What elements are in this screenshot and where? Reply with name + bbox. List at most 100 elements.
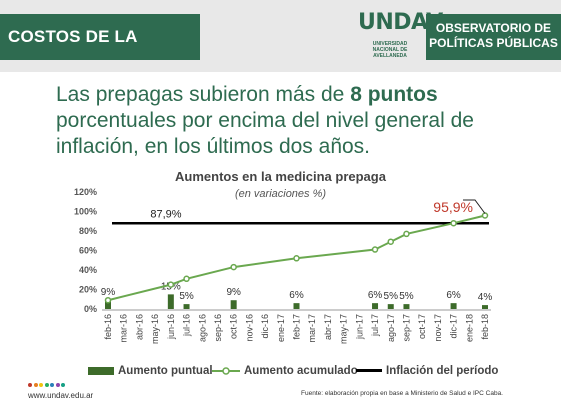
bar: [230, 300, 237, 309]
cumulative-point: [450, 219, 457, 227]
footer-url[interactable]: www.undav.edu.ar: [28, 391, 94, 400]
bar-value-label: 6%: [289, 290, 304, 301]
header: COSTOS DE LA SALUD UNDAV UNIVERSIDAD NAC…: [0, 0, 561, 92]
x-tick-label: jun-17: [354, 314, 364, 340]
footer-color-dots: [28, 383, 68, 387]
x-tick-label: may-16: [150, 314, 160, 344]
x-tick-label: abr-17: [323, 314, 333, 340]
cumulative-point: [183, 275, 190, 283]
cumulative-point: [387, 238, 394, 245]
chart-subtitle: (en variaciones %): [234, 188, 327, 200]
y-tick-label: 40%: [79, 265, 97, 275]
x-tick-label: dic-16: [260, 314, 270, 339]
bar: [293, 303, 300, 309]
y-tick-label: 0%: [84, 304, 97, 314]
legend-item-bar: Aumento puntual: [88, 362, 213, 380]
bar: [183, 304, 190, 309]
footer-dot: [39, 383, 43, 387]
bar-value-label: 4%: [478, 292, 493, 303]
bar: [482, 305, 488, 309]
cumulative-line: [107, 214, 486, 302]
x-tick-label: mar-16: [119, 314, 129, 343]
footer-dot: [33, 383, 38, 387]
bar: [387, 304, 394, 309]
footer-dot: [50, 383, 54, 387]
x-tick-label: jul-16: [182, 314, 192, 337]
x-tick-label: dic-17: [449, 314, 459, 339]
x-tick-label: feb-18: [480, 314, 490, 340]
footer-source: Fuente: elaboración propia en base a Min…: [301, 390, 503, 397]
y-tick-label: 120%: [74, 187, 97, 197]
bar: [105, 300, 111, 309]
x-tick-label: may-17: [339, 314, 349, 344]
x-tick-label: jul-17: [370, 314, 380, 337]
bar: [167, 294, 174, 309]
legend-hline-swatch: [356, 369, 382, 373]
bar-value-label: 6%: [368, 290, 383, 301]
observatory-line-2: POLÍTICAS PÚBLICAS: [429, 36, 558, 50]
chart-title: Aumentos en la medicina prepaga: [175, 169, 386, 184]
cumulative-point: [481, 212, 489, 219]
headline-bold: 8 puntos: [350, 83, 438, 106]
x-tick-label: oct-16: [229, 314, 239, 339]
x-tick-label: ago-16: [197, 314, 207, 342]
x-tick-label: feb-17: [292, 314, 302, 340]
cumulative-point: [104, 296, 112, 304]
cumulative-point: [230, 263, 237, 271]
bar: [372, 303, 379, 309]
legend: Aumento puntual Aumento acumulado Inflac…: [88, 362, 548, 380]
y-tick-label: 80%: [79, 226, 97, 236]
legend-item-line: Aumento acumulado: [212, 362, 358, 380]
footer-dot: [44, 383, 49, 387]
bar-value-label: 6%: [446, 290, 461, 301]
inflation-label: 87,9%: [150, 208, 181, 220]
x-tick-label: ene-17: [276, 314, 286, 342]
final-value-label: 95,9%: [433, 199, 473, 215]
footer-dot: [55, 383, 60, 387]
y-tick-label: 100%: [74, 207, 97, 217]
bar-value-label: 5%: [384, 291, 399, 302]
footer-dot: [28, 383, 32, 387]
x-tick-label: abr-16: [134, 314, 144, 340]
logo-sub-line-3: AVELLANEDA: [373, 53, 407, 59]
y-tick-label: 20%: [79, 285, 97, 295]
x-tick-label: oct-17: [417, 314, 427, 339]
legend-hline-label: Inflación del período: [386, 365, 499, 377]
observatory-line-1: OBSERVATORIO DE: [435, 21, 552, 35]
bar-value-label: 9%: [101, 287, 116, 298]
x-tick-label: mar-17: [307, 314, 317, 343]
legend-line-label: Aumento acumulado: [244, 365, 358, 377]
x-tick-label: nov-16: [244, 314, 254, 342]
section-title: COSTOS DE LA SALUD: [0, 14, 200, 92]
x-tick-label: sep-16: [213, 314, 223, 342]
x-tick-label: nov-17: [433, 314, 443, 342]
cumulative-point: [371, 246, 379, 253]
headline: Las prepagas subieron más de 8 puntos po…: [56, 82, 536, 160]
final-value-pointer: [463, 199, 486, 214]
cumulative-point: [403, 230, 410, 238]
bar: [403, 304, 410, 309]
x-tick-label: feb-16: [103, 314, 113, 340]
logo-sub-line-1: UNIVERSIDAD: [372, 41, 408, 47]
cumulative-point: [167, 281, 175, 288]
observatory-badge: OBSERVATORIO DE POLÍTICAS PÚBLICAS: [426, 14, 561, 60]
legend-item-hline: Inflación del período: [356, 362, 498, 380]
headline-part-1: Las prepagas subieron más de: [56, 83, 351, 106]
bar-value-label: 5%: [179, 291, 194, 302]
x-tick-label: sep-17: [401, 314, 411, 342]
x-tick-label: ene-18: [464, 314, 474, 342]
footer-dot: [61, 383, 65, 387]
y-tick-label: 60%: [79, 246, 97, 256]
legend-bar-swatch: [88, 366, 114, 375]
cumulative-point: [293, 255, 300, 262]
bar-value-label: 9%: [226, 287, 241, 298]
bar: [450, 303, 457, 309]
bar-value-label: 5%: [399, 291, 414, 302]
headline-part-2: porcentuales por encima del nivel genera…: [56, 109, 474, 158]
logo-sub-line-2: NACIONAL DE: [372, 47, 408, 53]
legend-line-swatch: [212, 367, 240, 375]
legend-bar-label: Aumento puntual: [118, 365, 213, 377]
x-tick-label: ago-17: [386, 314, 396, 342]
x-tick-label: jun-16: [166, 314, 176, 340]
